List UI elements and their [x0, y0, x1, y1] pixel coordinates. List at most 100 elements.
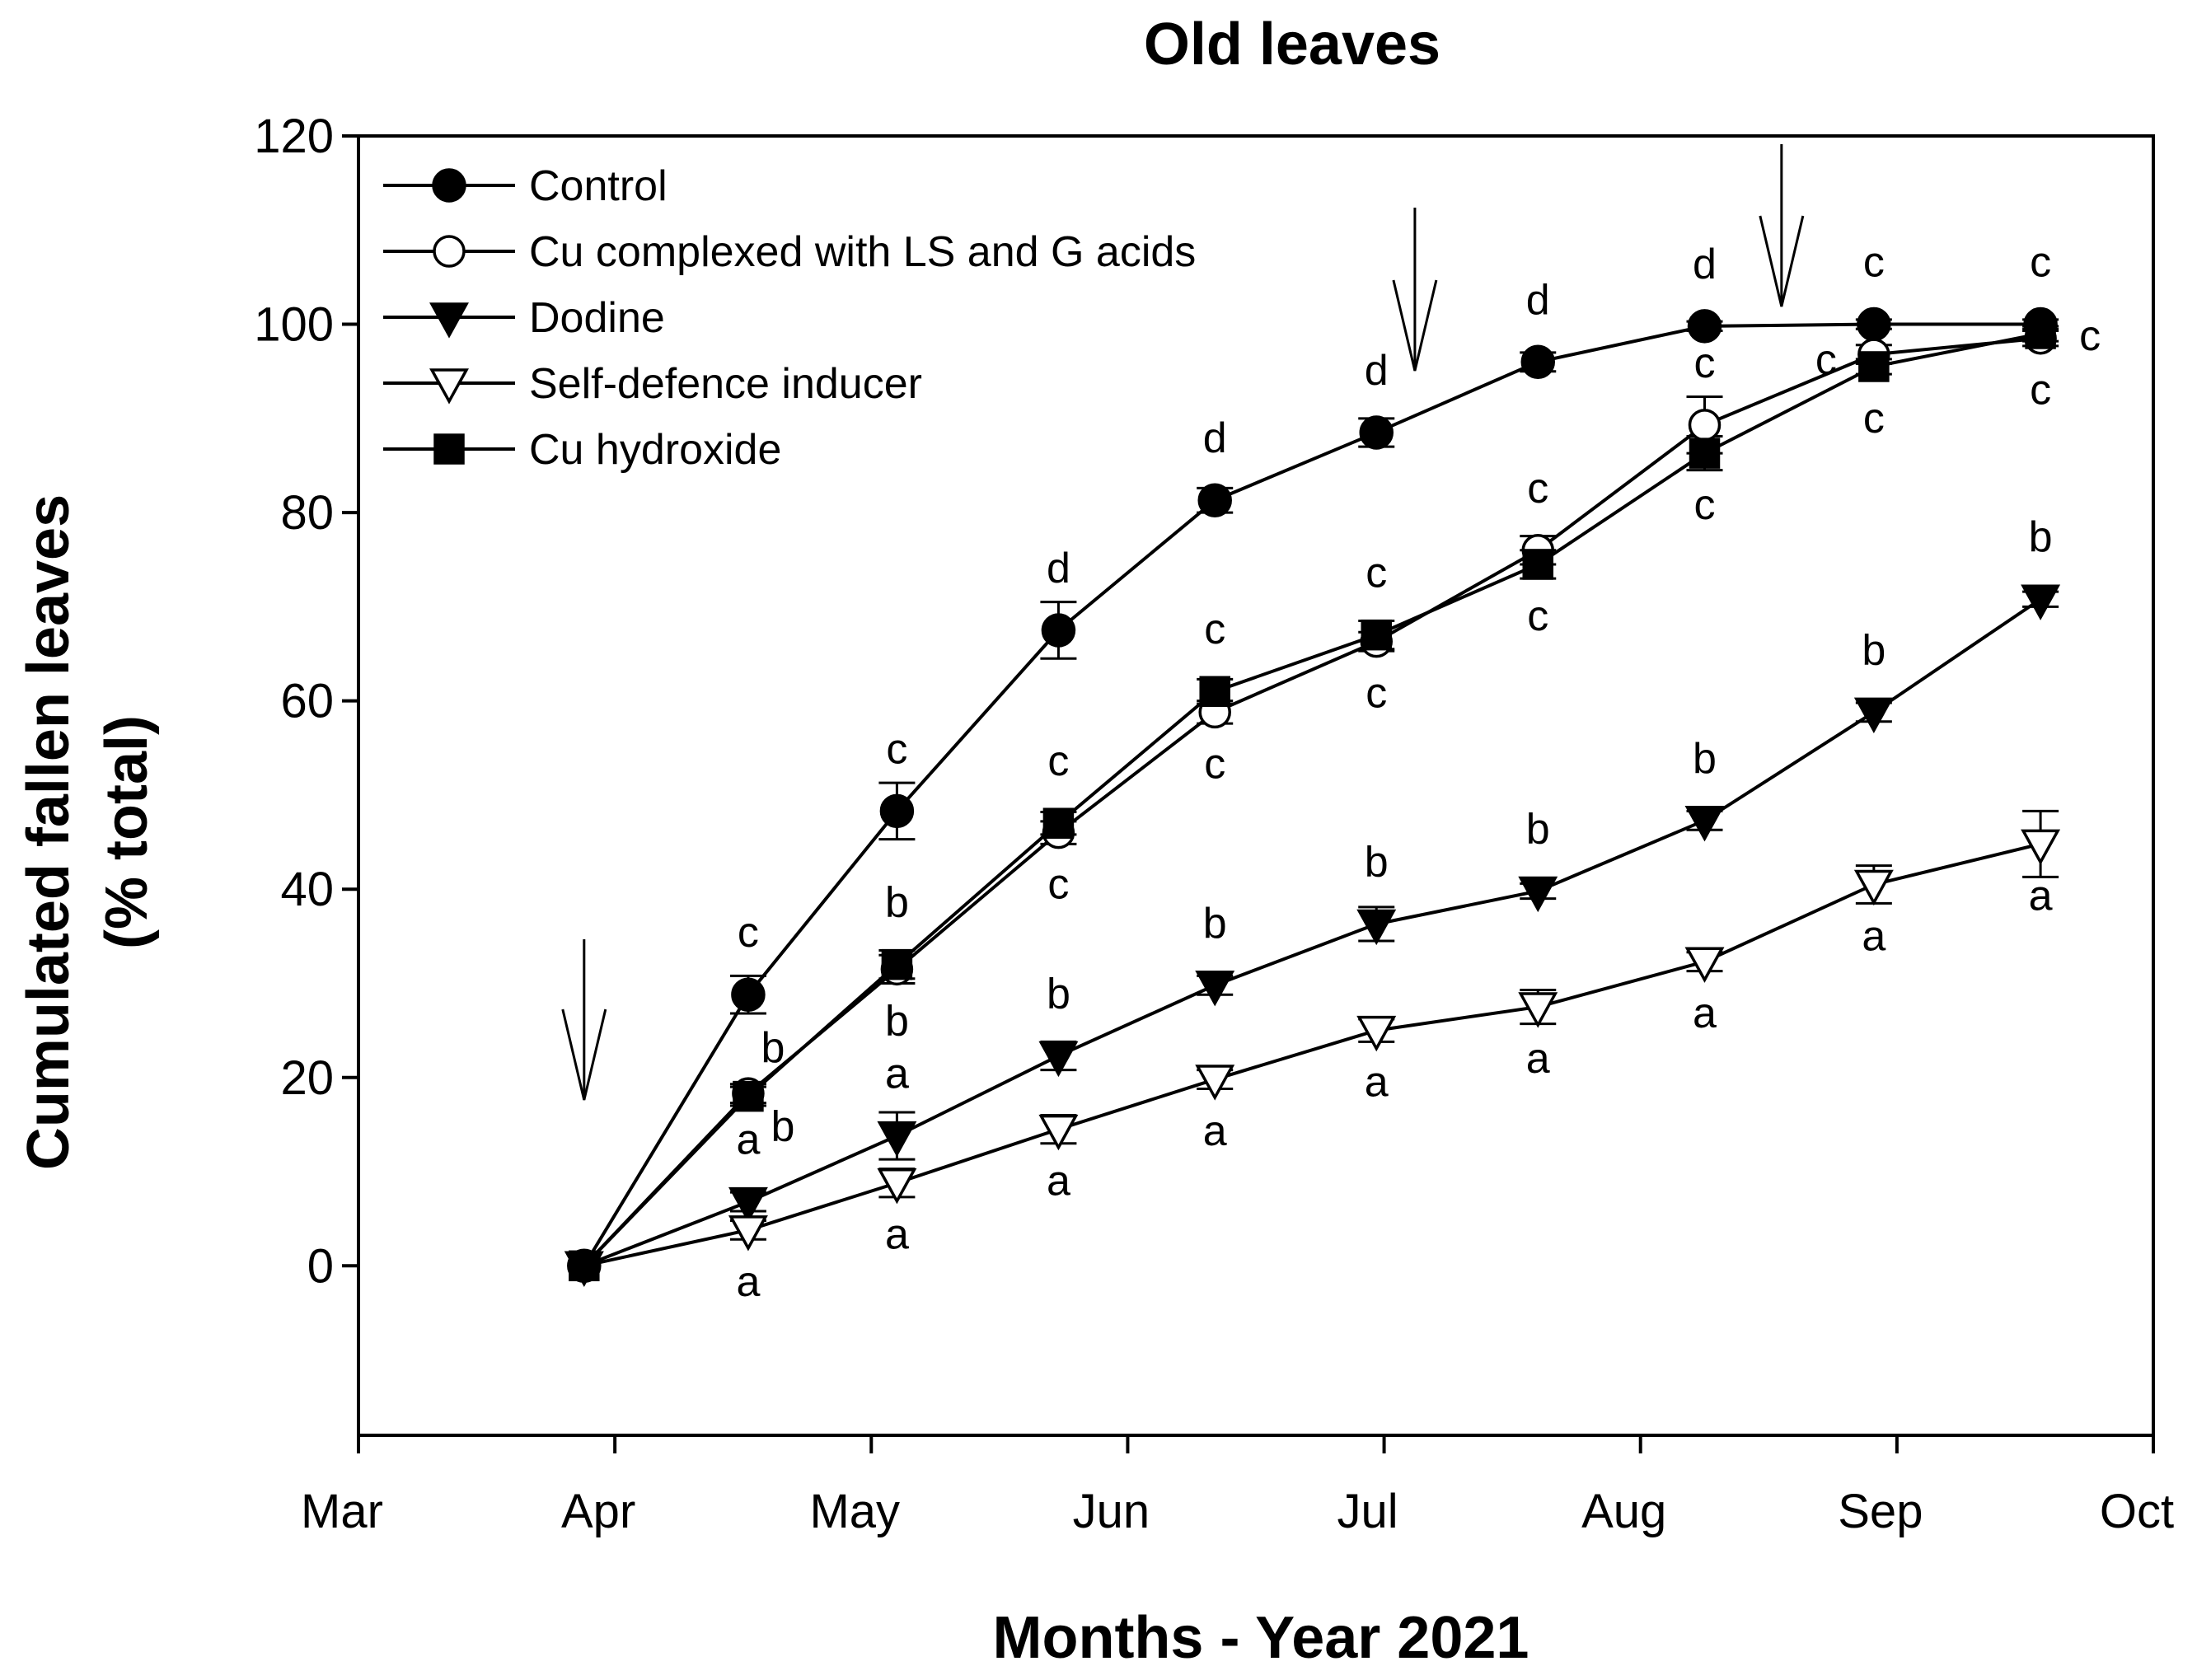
- data-point: [877, 1168, 917, 1205]
- series-line-3: [583, 842, 2041, 1268]
- significance-letter: c: [1863, 239, 1885, 287]
- legend-label: Control: [529, 162, 668, 210]
- significance-letter: c: [1366, 670, 1387, 718]
- significance-letter: d: [1526, 276, 1550, 324]
- significance-letter: c: [1694, 339, 1716, 387]
- legend-item: Self-defence inducer: [383, 360, 922, 408]
- data-point: [1038, 1041, 1079, 1078]
- series-line-4: [583, 332, 2041, 1267]
- significance-letter: b: [2029, 513, 2053, 561]
- data-point: [1195, 1065, 1235, 1101]
- data-point: [1359, 415, 1394, 450]
- data-point: [2021, 584, 2061, 620]
- x-tick-label: May: [809, 1485, 900, 1538]
- data-point: [1853, 697, 1894, 733]
- data-point: [1520, 344, 1556, 380]
- significance-letter: c: [1694, 481, 1716, 529]
- legend-label: Cu hydroxide: [529, 426, 781, 474]
- x-tick-label: Jul: [1337, 1485, 1398, 1538]
- series-line-1: [583, 336, 2041, 1267]
- y-tick-label: 40: [280, 863, 334, 916]
- significance-letter: a: [1203, 1107, 1227, 1155]
- significance-letter: d: [1203, 414, 1227, 462]
- significance-letter: d: [1693, 241, 1717, 288]
- data-point: [881, 948, 913, 980]
- significance-letter: b: [885, 879, 909, 927]
- data-point: [1853, 869, 1894, 906]
- significance-letter: c: [886, 725, 907, 773]
- legend-label: Cu complexed with LS and G acids: [529, 228, 1196, 276]
- y-axis-title-line1: Cumulated fallen leaves: [16, 494, 82, 1170]
- significance-letter: c: [1527, 465, 1548, 512]
- x-tick-label: Sep: [1838, 1485, 1923, 1538]
- significance-letter: b: [1693, 735, 1717, 783]
- series-lines-layer: [583, 322, 2042, 1268]
- data-point: [733, 1080, 764, 1112]
- data-point: [1684, 947, 1725, 983]
- x-tick-label: Apr: [561, 1485, 635, 1538]
- y-tick-label: 120: [254, 110, 334, 163]
- application-arrow: [561, 939, 607, 1101]
- significance-letter: a: [1693, 990, 1717, 1037]
- significance-letter: b: [1862, 626, 1885, 674]
- application-arrow: [1392, 208, 1438, 372]
- x-tick-label: Jun: [1073, 1485, 1150, 1538]
- significance-letter: d: [1365, 347, 1389, 395]
- data-point: [2025, 318, 2056, 349]
- significance-letter: a: [736, 1258, 760, 1306]
- markers-layer: [564, 307, 2061, 1287]
- legend-marker: [432, 168, 466, 203]
- significance-letter: a: [1365, 1059, 1389, 1107]
- data-point: [1042, 807, 1075, 839]
- y-axis-title-line2: (% total): [94, 715, 160, 949]
- y-tick-label: 60: [280, 675, 334, 728]
- legend-label: Self-defence inducer: [529, 360, 922, 408]
- legend-item: Dodine: [383, 294, 665, 342]
- significance-letter: c: [2030, 367, 2051, 414]
- significance-letter: c: [1527, 592, 1548, 640]
- legend-item: Cu hydroxide: [383, 426, 781, 474]
- data-point: [1518, 992, 1558, 1028]
- y-tick-label: 100: [254, 298, 334, 352]
- significance-letter: b: [885, 997, 909, 1045]
- significance-letter: c: [1366, 550, 1387, 597]
- significance-letter: a: [885, 1211, 909, 1259]
- significance-letter: c: [2079, 312, 2101, 360]
- significance-letter: d: [1047, 545, 1070, 592]
- data-point: [1688, 409, 1722, 442]
- significance-letter: c: [1047, 737, 1069, 785]
- legend-marker: [429, 302, 469, 339]
- significance-letter: b: [771, 1103, 794, 1151]
- significance-letter: c: [2030, 239, 2051, 287]
- significance-letter: b: [1047, 970, 1070, 1018]
- data-point: [728, 1215, 768, 1252]
- x-tick-label: Mar: [301, 1485, 383, 1538]
- arrows-layer: [561, 144, 1805, 1101]
- significance-letter: b: [1365, 838, 1389, 886]
- legend-marker: [433, 235, 466, 268]
- data-point: [1195, 971, 1235, 1007]
- significance-letter: a: [736, 1116, 760, 1164]
- chart-title: Old leaves: [1144, 12, 1440, 77]
- data-point: [1356, 1015, 1397, 1052]
- significance-letter: c: [1863, 395, 1885, 442]
- significance-letter: b: [761, 1024, 785, 1072]
- data-point: [1356, 909, 1397, 946]
- significance-letter: a: [1526, 1035, 1550, 1083]
- axes-layer: 0 20 40 60 80 100 120 Mar Apr May Jun Jul Aug Sep Oct: [254, 110, 2174, 1538]
- y-tick-label: 0: [307, 1239, 334, 1293]
- application-arrow: [1759, 144, 1805, 307]
- x-axis-title: Months - Year 2021: [993, 1605, 1529, 1671]
- significance-letter: a: [1862, 912, 1885, 960]
- data-point: [1038, 1114, 1079, 1151]
- legend-marker: [433, 433, 465, 465]
- data-point: [1197, 483, 1232, 517]
- data-point: [728, 1186, 768, 1224]
- data-point: [1518, 876, 1558, 913]
- y-tick-label: 80: [280, 486, 334, 540]
- legend-item: Cu complexed with LS and G acids: [383, 228, 1196, 276]
- significance-letter: c: [1204, 740, 1225, 788]
- data-point: [1687, 309, 1722, 344]
- x-tick-label: Oct: [2100, 1485, 2174, 1538]
